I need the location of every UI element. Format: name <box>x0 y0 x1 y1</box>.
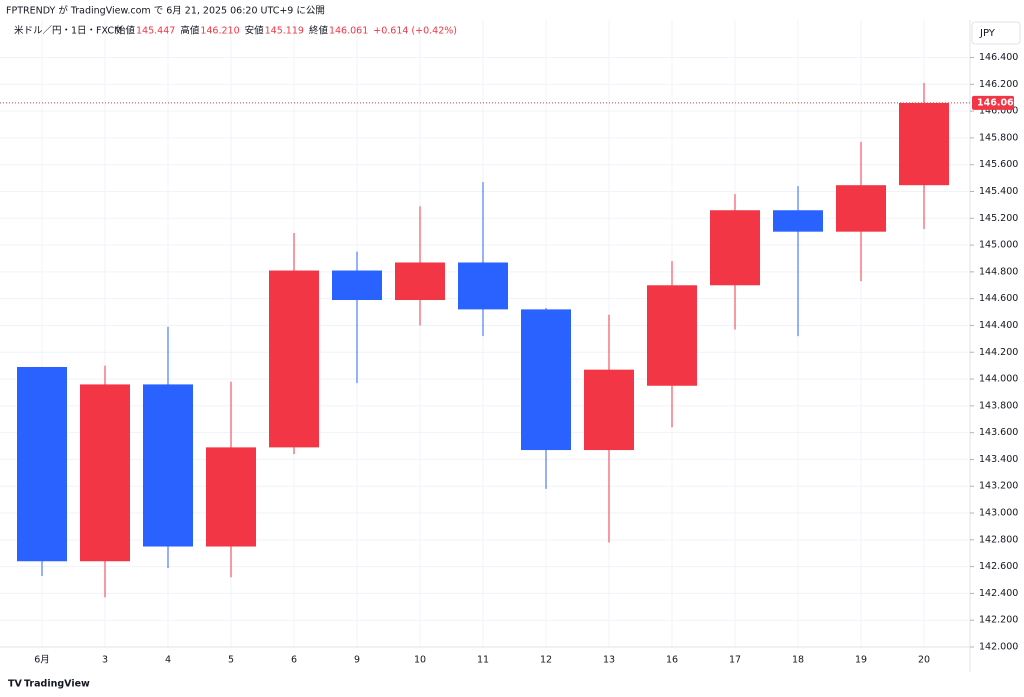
y-tick-label: 144.000 <box>979 374 1018 385</box>
change: +0.614 (+0.42%) <box>373 26 457 37</box>
x-tick-label: 10 <box>414 655 426 666</box>
y-tick-label: 143.200 <box>979 481 1018 492</box>
y-tick-label: 144.400 <box>979 320 1018 331</box>
currency-button[interactable] <box>971 21 1021 45</box>
x-tick-label: 4 <box>165 655 171 666</box>
y-tick-label: 143.800 <box>979 400 1018 411</box>
last-price-box <box>972 95 1014 110</box>
candle-body <box>899 102 949 186</box>
ohlc-label: 高値 <box>180 25 200 37</box>
x-tick-label: 6月 <box>34 655 50 666</box>
x-tick-label: 16 <box>666 655 678 666</box>
y-tick-label: 145.800 <box>979 132 1018 143</box>
candle-body <box>458 262 508 310</box>
ohlc-value: 145.119 <box>265 26 304 37</box>
y-tick-label: 144.200 <box>979 347 1018 358</box>
y-tick-label: 145.200 <box>979 213 1018 224</box>
y-tick-label: 142.800 <box>979 534 1018 545</box>
candle-body <box>647 285 697 386</box>
y-tick-label: 145.000 <box>979 240 1018 251</box>
y-tick-label: 142.400 <box>979 588 1018 599</box>
y-tick-label: 142.200 <box>979 615 1018 626</box>
ohlc-value: 146.210 <box>200 26 239 37</box>
candle-body <box>836 185 886 232</box>
y-tick-label: 142.600 <box>979 561 1018 572</box>
candle-body <box>521 309 571 451</box>
candle-body <box>17 366 67 562</box>
x-tick-label: 9 <box>354 655 360 666</box>
y-tick-label: 143.400 <box>979 454 1018 465</box>
ohlc-value: 146.061 <box>329 26 368 37</box>
ohlc-label: 始値 <box>116 25 136 37</box>
y-tick-label: 144.600 <box>979 293 1018 304</box>
x-tick-label: 20 <box>918 655 930 666</box>
symbol: 米ドル／円・1日・FXCM <box>14 25 122 37</box>
candle-body <box>269 270 319 448</box>
candle-body <box>80 384 130 562</box>
candle-body <box>143 384 193 547</box>
brand: TradingView <box>24 679 90 690</box>
last-price-label: 146.061 <box>977 97 1020 108</box>
x-tick-label: 6 <box>291 655 297 666</box>
candle-body <box>584 369 634 451</box>
candle-body <box>773 210 823 232</box>
y-tick-label: 146.200 <box>979 79 1018 90</box>
x-tick-label: 13 <box>603 655 615 666</box>
y-tick-label: 146.400 <box>979 52 1018 63</box>
y-tick-label: 143.600 <box>979 427 1018 438</box>
ohlc-label: 安値 <box>245 25 265 37</box>
ohlc-value: 145.447 <box>136 26 175 37</box>
y-tick-label: 142.000 <box>979 642 1018 653</box>
x-tick-label: 19 <box>855 655 867 666</box>
x-tick-label: 12 <box>540 655 552 666</box>
brand-logo: 𝗧𝗩 <box>8 679 22 690</box>
y-tick-label: 144.800 <box>979 266 1018 277</box>
y-tick-label: 143.000 <box>979 508 1018 519</box>
y-tick-label: 145.600 <box>979 159 1018 170</box>
y-tick-label: 145.400 <box>979 186 1018 197</box>
candle-body <box>710 210 760 286</box>
x-tick-label: 17 <box>729 655 741 666</box>
x-tick-label: 3 <box>102 655 108 666</box>
x-tick-label: 11 <box>477 655 489 666</box>
candle-body <box>395 262 445 301</box>
published: FPTRENDY が TradingView.com で 6月 21, 2025… <box>6 5 325 17</box>
ohlc-label: 終値 <box>309 25 329 37</box>
x-tick-label: 18 <box>792 655 804 666</box>
y-tick-label: 146.000 <box>979 106 1018 117</box>
candle-body <box>332 270 382 301</box>
candle-body <box>206 447 256 547</box>
currency[interactable]: JPY <box>979 28 996 39</box>
x-tick-label: 5 <box>228 655 234 666</box>
